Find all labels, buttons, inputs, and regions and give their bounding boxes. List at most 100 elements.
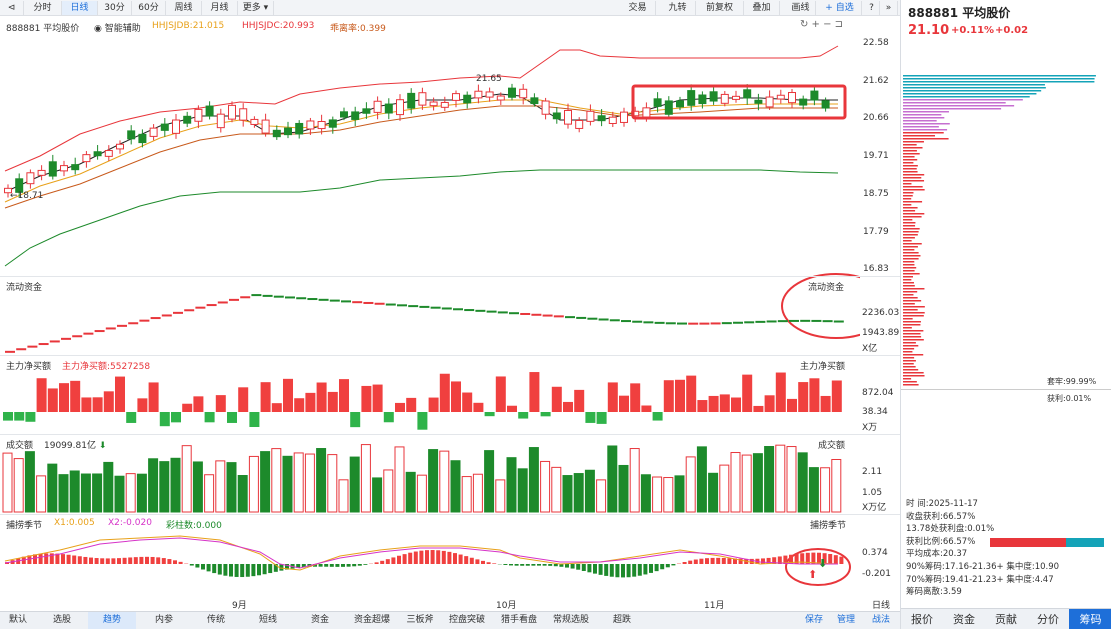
season-bar: [559, 564, 564, 567]
volume-tick: 2.11: [862, 467, 883, 477]
season-bar: [117, 558, 121, 564]
bottom-tab[interactable]: 资金超爆: [353, 615, 390, 625]
bottom-tab[interactable]: 内参: [154, 615, 173, 625]
flow-dash: [83, 332, 94, 335]
season-x1: X1:0.005: [54, 518, 95, 528]
bottom-tab[interactable]: 短线: [258, 615, 277, 625]
season-bar: [72, 555, 77, 564]
chip-bar: [903, 135, 935, 137]
chip-bar: [903, 351, 913, 353]
candle-body: [676, 100, 684, 108]
chip-bar: [903, 87, 1046, 89]
chart-tools[interactable]: ↻ + − ⊐: [800, 19, 844, 30]
tab-60min[interactable]: 60分: [132, 1, 166, 15]
season-bar: 彩柱数:0.000: [166, 521, 222, 531]
bottom-tab[interactable]: 传统: [206, 615, 225, 625]
flow-tick: 2236.03: [862, 308, 900, 318]
volume-bar: [573, 473, 584, 513]
tab-weekly[interactable]: 周线: [166, 1, 202, 15]
flow-dash: [38, 343, 49, 346]
bottom-tab[interactable]: 选股: [52, 615, 71, 625]
volume-bar: [237, 475, 248, 513]
flow-dash: [61, 337, 71, 340]
help-icon[interactable]: ?: [864, 1, 880, 15]
tab-more[interactable]: 更多 ▾: [238, 1, 274, 15]
net-bar: [484, 412, 495, 417]
main-net-title: 主力净买额: [6, 362, 52, 372]
assist-toggle[interactable]: ◉ 智能辅助: [94, 24, 141, 34]
bottom-tab[interactable]: 趋势: [88, 612, 136, 629]
tab-monthly[interactable]: 月线: [202, 1, 238, 15]
candle-body: [216, 113, 225, 129]
season-bar: [447, 551, 452, 564]
tab-contrib[interactable]: 贡献: [995, 613, 1017, 626]
season-bar: [55, 553, 60, 564]
volume-bar: [450, 460, 461, 513]
season-bar: [503, 564, 508, 565]
tab-30min[interactable]: 30分: [98, 1, 132, 15]
chip-bar: [903, 258, 919, 260]
tab-quote[interactable]: 报价: [911, 613, 933, 626]
net-bar: [148, 382, 159, 412]
bottom-save[interactable]: 保存: [804, 615, 823, 625]
bottom-tab[interactable]: 控盘突破: [448, 615, 485, 625]
volume-tick: 1.05: [862, 488, 883, 498]
season-bar: [637, 564, 642, 576]
candle-body: [82, 154, 91, 163]
flow-dash: [195, 306, 206, 309]
candle-body: [272, 129, 281, 138]
net-bar: [540, 412, 551, 417]
chip-bar: [903, 78, 1095, 80]
high-label: 21.65: [476, 74, 502, 84]
flow-dash: [206, 304, 217, 307]
net-bar: [462, 392, 473, 412]
kline-chart[interactable]: ⬇ ⬆: [0, 16, 860, 611]
season-bar: [839, 556, 844, 564]
price-tick: 16.83: [863, 264, 889, 274]
bottom-tab[interactable]: 猎手看盘: [500, 615, 537, 625]
bottom-tab[interactable]: 常规选股: [552, 615, 589, 625]
bottom-tab[interactable]: 超跌: [612, 615, 631, 625]
bottom-tab[interactable]: 三板斧: [406, 615, 434, 625]
btn-overlay[interactable]: 叠加: [744, 1, 780, 15]
flow-dash: [777, 320, 788, 323]
net-bar: [25, 412, 36, 422]
season-bar: [576, 564, 581, 570]
flow-dash: [509, 312, 519, 315]
chip-bar: [903, 318, 913, 320]
chip-bar: [903, 294, 914, 296]
btn-ninestep[interactable]: 九转: [660, 1, 696, 15]
flow-dash: [800, 319, 811, 322]
bottom-tab[interactable]: 资金: [310, 615, 329, 625]
season-bar: [324, 564, 329, 567]
season-bar: [335, 564, 340, 567]
volume-bar: [316, 448, 327, 513]
add-watch-button[interactable]: + 自选: [818, 1, 862, 15]
season-tick: -0.201: [862, 569, 892, 579]
net-bar: [809, 378, 820, 412]
btn-draw[interactable]: 画线: [786, 1, 816, 15]
flow-tick: 1943.89: [862, 328, 900, 338]
bottom-manage[interactable]: 管理: [836, 615, 855, 625]
candle-body: [15, 178, 24, 193]
tab-fund[interactable]: 资金: [953, 613, 975, 626]
season-bar: [100, 558, 105, 564]
tab-price-dist[interactable]: 分价: [1037, 613, 1059, 626]
tab-timeshare[interactable]: 分时: [24, 1, 62, 15]
nav-arrows[interactable]: ⊲: [0, 1, 24, 15]
flow-dash: [565, 316, 575, 319]
more-icon[interactable]: »: [880, 1, 898, 15]
bottom-strategy[interactable]: 战法: [871, 615, 890, 625]
bottom-tab[interactable]: 默认: [8, 615, 27, 625]
volume-bar: [293, 452, 304, 513]
net-bar: [350, 412, 361, 428]
btn-fq[interactable]: 前复权: [696, 1, 744, 15]
stat-90-range: 90%筹码:17.16-21.36+: [906, 561, 1004, 572]
price-tick: 17.79: [863, 227, 889, 237]
season-bar: [441, 550, 446, 564]
tab-chips[interactable]: 筹码: [1069, 609, 1111, 629]
btn-trade[interactable]: 交易: [620, 1, 656, 15]
tab-daily[interactable]: 日线: [62, 1, 98, 15]
season-bar: [156, 557, 161, 564]
net-bar: [787, 398, 797, 412]
